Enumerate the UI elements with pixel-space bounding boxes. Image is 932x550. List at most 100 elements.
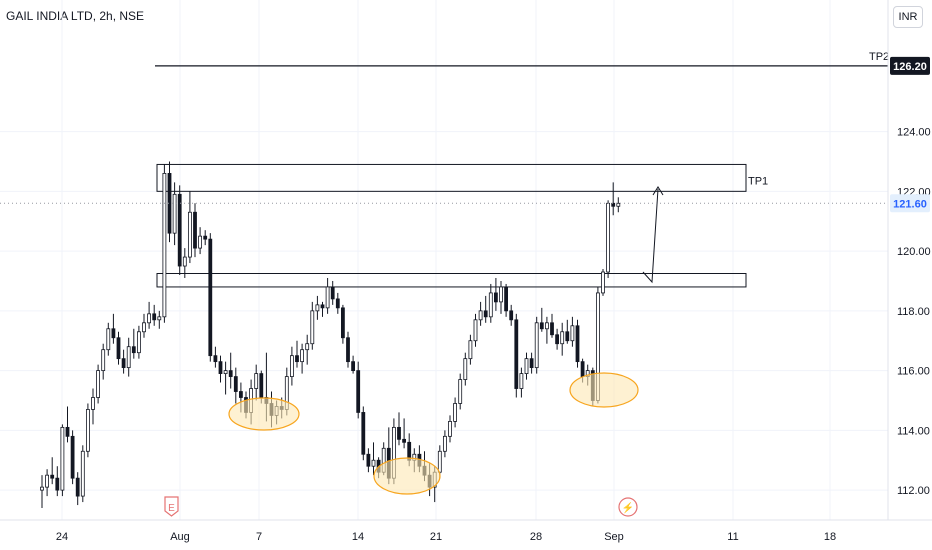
candle-body-down [580, 361, 585, 377]
candle [126, 337, 131, 377]
candle-body-up [463, 358, 468, 380]
candle-body-down [259, 373, 264, 398]
candle [601, 269, 605, 296]
candle-body-down [493, 292, 498, 303]
candle-body-down [611, 202, 616, 207]
x-tick-label: 24 [56, 531, 68, 543]
candle [371, 442, 376, 476]
highlight-ellipse [373, 457, 441, 495]
candle [565, 319, 570, 344]
candle-body-up [325, 286, 330, 309]
candle-body-up [478, 310, 483, 321]
candle-body-down [565, 331, 570, 342]
candle-body-down [575, 325, 580, 363]
candle-body-down [208, 238, 213, 357]
x-tick-label: 18 [824, 531, 836, 543]
candle-body-up [473, 319, 478, 342]
candle-body-down [509, 310, 514, 321]
candle-body-down [295, 355, 299, 363]
x-tick-label: 11 [727, 531, 738, 543]
candle [203, 230, 208, 246]
last-price-badge [890, 194, 930, 213]
candle [106, 322, 111, 356]
candle [131, 328, 136, 359]
chart-zones [156, 163, 747, 288]
x-tick-label: 7 [256, 531, 262, 543]
candle [218, 355, 223, 383]
candle-body-down [121, 358, 126, 369]
currency-button[interactable]: INR [893, 6, 923, 28]
y-tick-label: 112.00 [897, 485, 930, 497]
candle [198, 227, 203, 255]
candle [539, 307, 544, 332]
tp2-price-badge [890, 56, 930, 75]
candle [55, 466, 60, 497]
candle-body-down [361, 412, 366, 455]
candle-body-up [126, 346, 131, 369]
candle-body-up [45, 474, 49, 488]
candle [335, 292, 340, 314]
candle [152, 304, 157, 326]
candle [545, 316, 549, 344]
candle-body-up [80, 450, 85, 497]
x-tick-label: 21 [430, 531, 442, 543]
candle [560, 322, 565, 356]
candle [187, 191, 192, 264]
candle [611, 182, 616, 216]
candle [468, 334, 473, 365]
candle-body-down [193, 211, 197, 249]
candle-body-down [356, 370, 361, 413]
candle [575, 319, 580, 368]
candle-body-up [534, 322, 539, 369]
candle [111, 313, 116, 344]
candle-body-up [448, 420, 452, 437]
candle-body-down [75, 477, 80, 497]
candle-body-up [601, 271, 605, 294]
candle-body-up [545, 322, 549, 330]
candle [116, 331, 121, 365]
candle-body-down [340, 307, 345, 339]
candle [606, 200, 610, 278]
candle [157, 310, 162, 329]
y-tick-label: 124.00 [897, 127, 931, 139]
candle [305, 334, 310, 365]
candle-body-up [198, 235, 203, 249]
candle [228, 352, 233, 389]
candle [340, 304, 345, 344]
candle [483, 295, 488, 323]
candle [289, 346, 294, 386]
candle [488, 283, 493, 323]
candle-body-up [60, 426, 65, 491]
candle [463, 352, 468, 386]
candle-body-up [147, 313, 152, 324]
candle [96, 364, 100, 404]
candle-body-down [366, 453, 371, 467]
candle [570, 316, 575, 347]
tp1-label: TP1 [748, 175, 768, 187]
candle-body-down [529, 358, 534, 369]
x-tick-label: Sep [604, 531, 624, 543]
candle-body-up [101, 349, 106, 372]
x-tick-label: 14 [352, 531, 364, 543]
candle [45, 469, 49, 497]
candle-body-down [351, 361, 356, 372]
chart-drawings: TP1 TP2 [0, 51, 889, 495]
candle-body-up [499, 286, 503, 303]
candle-body-up [616, 202, 621, 207]
candle [295, 340, 299, 368]
candle-body-up [86, 409, 90, 452]
projection-arrow [642, 188, 659, 284]
candle [177, 185, 182, 275]
resistance-zone [156, 163, 747, 192]
candle [75, 472, 80, 506]
candle [182, 248, 187, 278]
candle-body-down [335, 298, 340, 309]
candle [509, 304, 514, 326]
candle-body-down [238, 391, 243, 398]
candle [60, 424, 65, 497]
candle-body-down [213, 355, 218, 363]
price-axis: 112.00114.00116.00118.00120.00122.00124.… [887, 0, 931, 520]
candle-body-up [157, 316, 162, 321]
candle [529, 352, 534, 374]
